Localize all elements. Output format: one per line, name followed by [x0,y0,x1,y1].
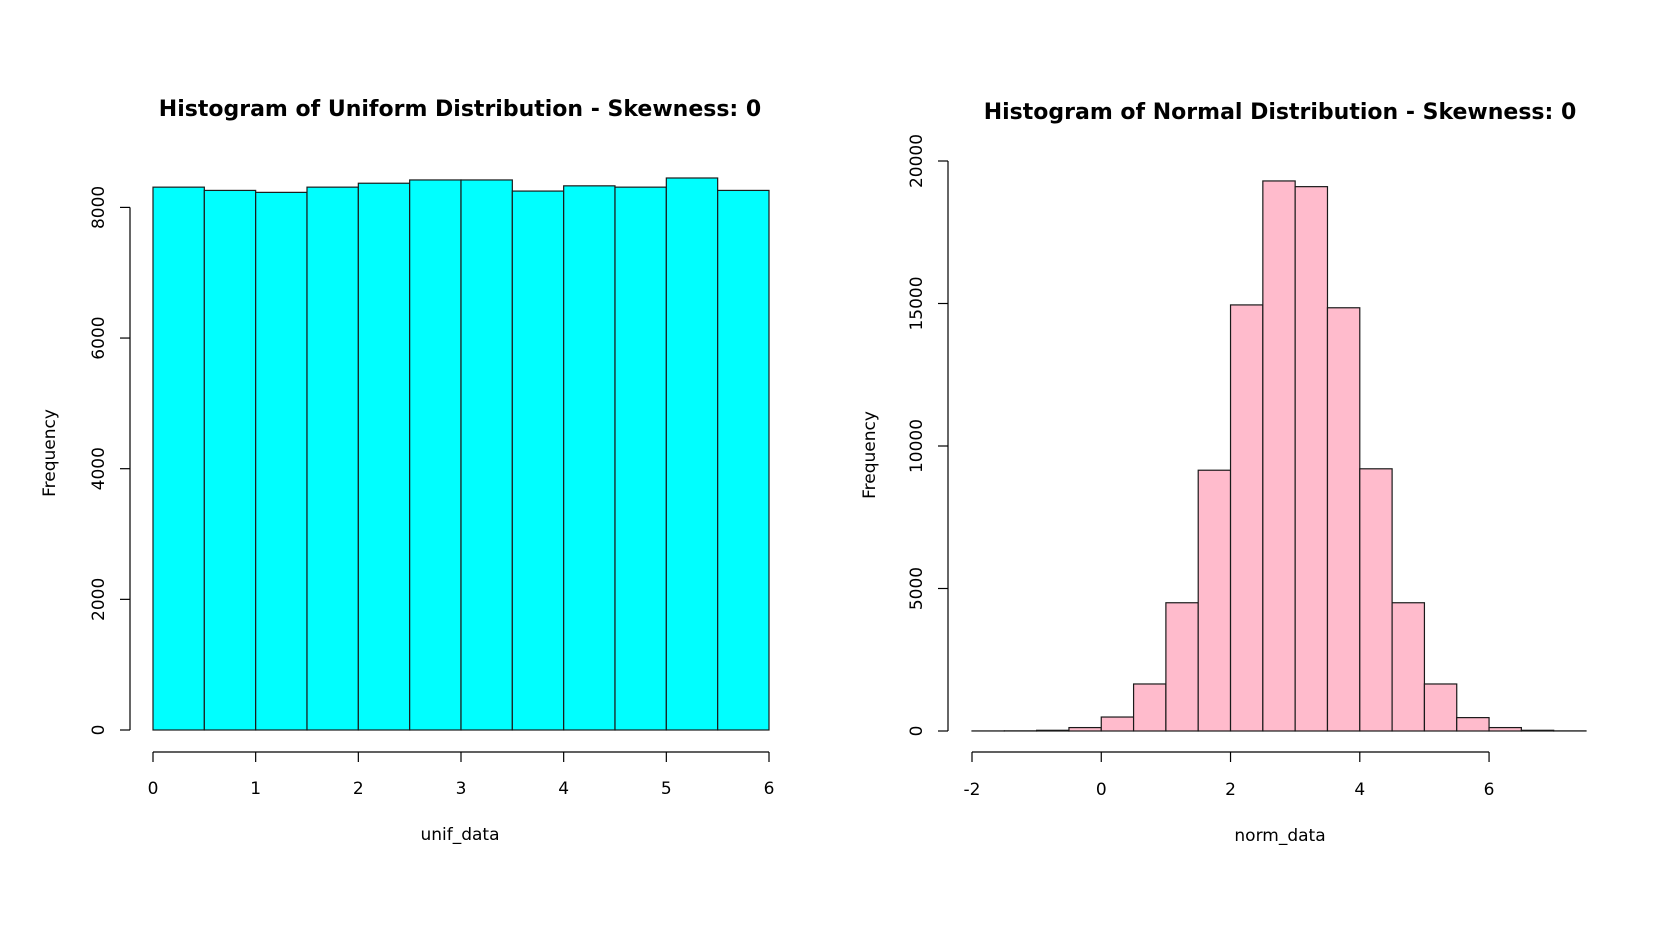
normal-x-tick-label: 0 [1096,780,1107,800]
normal-bar [1326,307,1361,732]
uniform-y-axis-label: Frequency [40,409,60,497]
normal-bar [1132,683,1167,732]
uniform-bar [203,189,257,731]
uniform-bar [460,179,513,731]
uniform-y-tick-label: 6000 [89,316,109,359]
uniform-bar [306,186,359,731]
uniform-chart-title: Histogram of Uniform Distribution - Skew… [159,97,761,122]
normal-x-tick-label: 2 [1225,780,1236,800]
uniform-y-tick-label: 4000 [89,447,109,490]
normal-bar [1359,468,1393,732]
uniform-x-tick-label: 5 [661,779,672,799]
normal-bar [1036,729,1070,732]
uniform-bar [511,190,565,731]
uniform-x-tick-label: 1 [250,779,261,799]
normal-bar [1197,469,1232,732]
uniform-x-tick-label: 3 [456,779,467,799]
normal-x-axis-label: norm_data [1234,826,1325,846]
uniform-bar [152,186,205,731]
normal-bar [1423,683,1458,732]
normal-bar [1229,304,1264,732]
normal-bar [1068,726,1102,732]
uniform-x-axis-label: unif_data [420,825,499,845]
uniform-y-tick-label: 8000 [89,186,109,229]
normal-histogram-panel: Histogram of Normal Distribution - Skewn… [860,100,1587,846]
uniform-bar [665,177,719,731]
uniform-x-tick-label: 4 [558,779,569,799]
normal-y-axis-label: Frequency [860,411,880,499]
normal-y-tick-label: 20000 [907,134,927,188]
uniform-y-tick-label: 2000 [89,578,109,621]
uniform-bar [614,186,667,731]
normal-bar [1456,717,1490,732]
uniform-x-tick-label: 0 [148,779,159,799]
normal-bar [1391,602,1426,732]
uniform-axes: 0 1 2 3 4 5 6 0 2000 4000 6000 8000 [89,186,774,799]
normal-axes: -2 0 2 4 6 0 5000 10000 15000 20000 [907,134,1494,800]
normal-bar [1100,716,1135,732]
normal-y-tick-label: 15000 [907,276,927,330]
uniform-x-tick-label: 2 [353,779,364,799]
normal-x-tick-label: 6 [1484,780,1495,800]
uniform-bar [357,182,411,731]
uniform-y-tick-label: 0 [89,725,109,736]
normal-bar [1165,602,1199,732]
normal-bar [1262,180,1296,732]
uniform-bar [563,185,616,731]
normal-bar [1294,186,1329,732]
uniform-bar [255,191,308,731]
normal-y-tick-label: 10000 [907,419,927,473]
uniform-bars [152,177,770,731]
uniform-x-tick-label: 6 [764,779,775,799]
normal-bars [971,180,1587,732]
normal-x-tick-label: -2 [964,780,981,800]
uniform-histogram-panel: Histogram of Uniform Distribution - Skew… [40,97,774,845]
normal-x-tick-label: 4 [1354,780,1365,800]
normal-y-tick-label: 5000 [907,567,927,610]
normal-y-tick-label: 0 [907,726,927,737]
normal-bar [1488,726,1522,732]
normal-bar [1520,729,1555,732]
normal-chart-title: Histogram of Normal Distribution - Skewn… [984,100,1577,125]
uniform-bar [717,189,770,731]
uniform-bar [409,179,462,731]
